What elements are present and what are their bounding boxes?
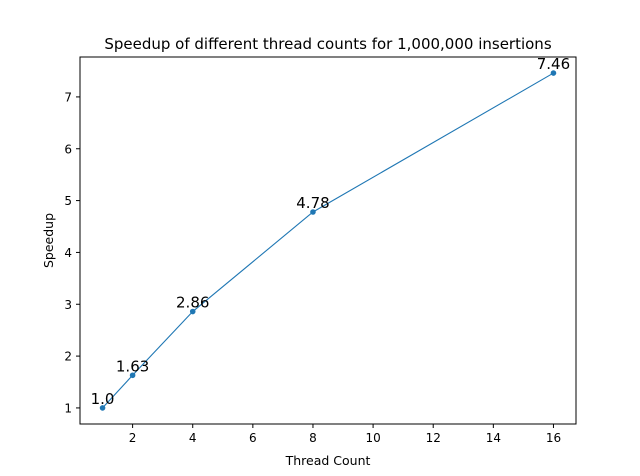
data-label: 1.0 — [91, 390, 115, 408]
x-axis: 2 4 6 8 10 12 14 16 — [129, 424, 561, 445]
x-axis-label: Thread Count — [285, 453, 371, 468]
y-tick-label: 6 — [64, 142, 72, 156]
x-tick-label: 8 — [309, 431, 317, 445]
data-label: 2.86 — [176, 294, 209, 312]
y-tick-label: 7 — [64, 90, 72, 104]
chart-title: Speedup of different thread counts for 1… — [104, 35, 551, 53]
data-point — [550, 70, 557, 76]
y-axis: 1 2 3 4 5 6 7 — [64, 90, 80, 415]
y-tick-label: 4 — [64, 246, 72, 260]
y-tick-label: 3 — [64, 298, 72, 312]
data-point — [189, 308, 196, 315]
y-tick-label: 2 — [64, 350, 72, 364]
data-point — [129, 372, 136, 379]
y-axis-label: Speedup — [41, 213, 56, 268]
series-line — [102, 72, 554, 409]
y-tick-label: 5 — [64, 194, 72, 208]
data-point — [310, 209, 316, 215]
data-label: 7.46 — [537, 55, 570, 73]
x-tick-label: 2 — [129, 431, 137, 445]
x-tick-label: 14 — [486, 431, 501, 445]
x-tick-label: 16 — [546, 431, 561, 445]
x-tick-label: 6 — [249, 431, 257, 445]
data-point — [99, 405, 106, 411]
x-tick-label: 12 — [426, 431, 441, 445]
x-tick-label: 10 — [365, 431, 380, 445]
data-label: 4.78 — [296, 194, 329, 212]
x-tick-label: 4 — [189, 431, 197, 445]
plot-area: 1.01.63 2.86 4.78 7.46 — [91, 55, 570, 411]
data-label: 1.63 — [116, 357, 149, 375]
y-tick-label: 1 — [64, 401, 72, 415]
axes-frame — [79, 56, 577, 425]
